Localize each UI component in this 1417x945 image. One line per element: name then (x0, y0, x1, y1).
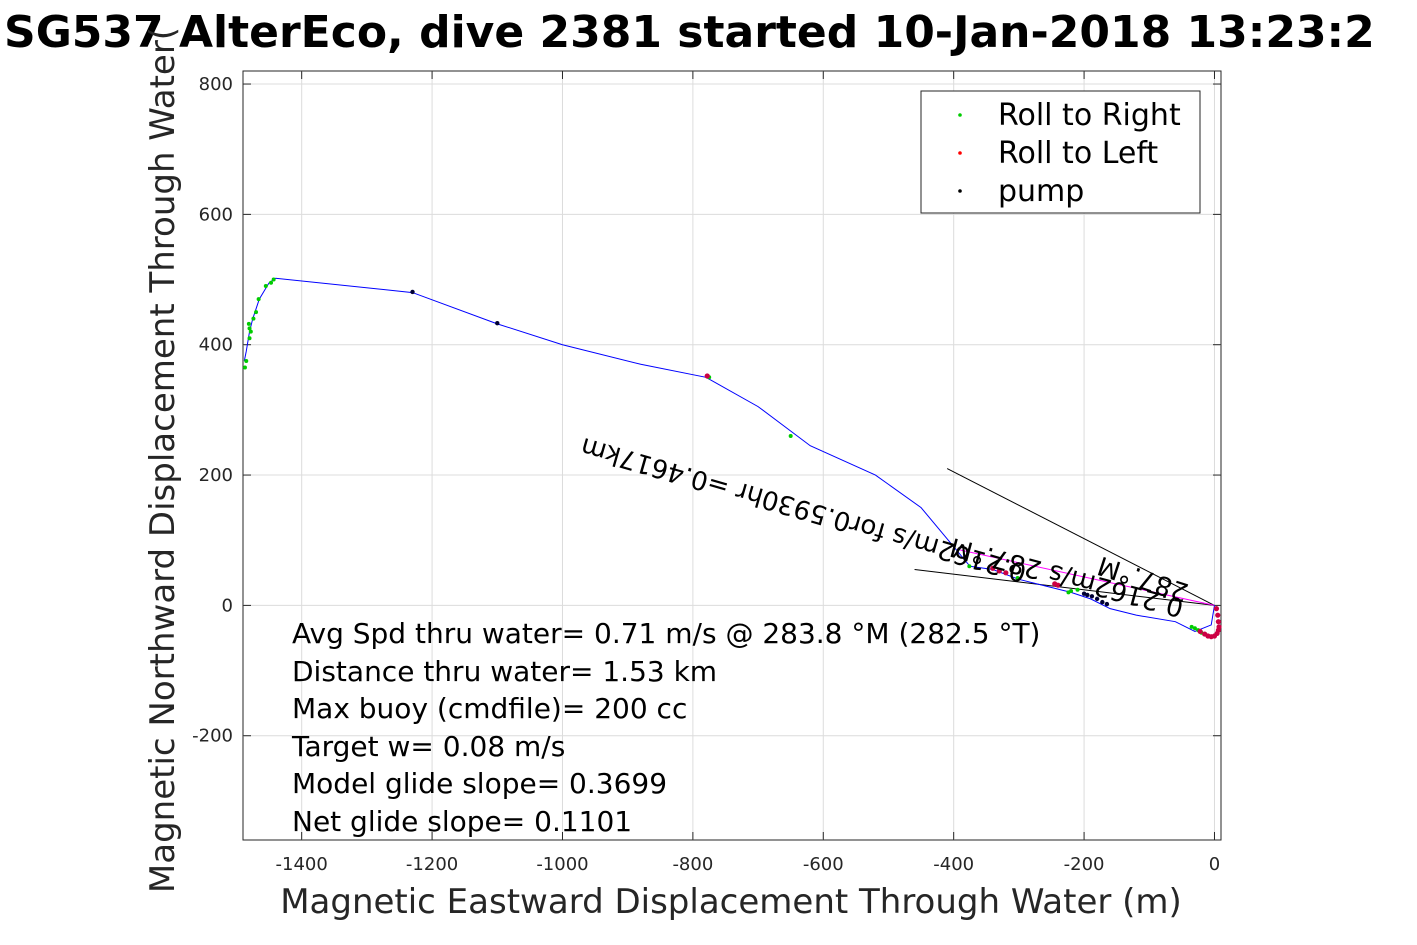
pump-point (1104, 601, 1110, 607)
roll-left-point (704, 373, 710, 379)
roll-left-point (990, 565, 996, 571)
roll-left-point (1215, 619, 1221, 625)
roll-right-point (967, 564, 972, 569)
heading-line (914, 569, 1215, 606)
roll-left-point (1202, 631, 1208, 637)
roll-left-point (1197, 628, 1203, 635)
x-tick-label: -1400 (276, 854, 328, 875)
track-series (243, 277, 1215, 633)
stats-text-block: Avg Spd thru water= 0.71 m/s @ 283.8 °M … (291, 617, 1040, 838)
x-tick-label: -600 (803, 854, 844, 875)
roll-right-point (271, 277, 276, 282)
legend-label-pump: pump (998, 174, 1084, 209)
pump-point (410, 289, 415, 295)
stat-max-buoy: Max buoy (cmdfile)= 200 cc (292, 692, 687, 725)
roll-right-point (256, 297, 261, 302)
pump-point (1100, 599, 1105, 605)
y-tick-label: 600 (199, 204, 233, 225)
roll-right-point (1192, 626, 1197, 631)
stat-net-glide: Net glide slope= 0.1101 (292, 805, 632, 838)
roll-right-point (1069, 589, 1074, 594)
legend-marker-roll-right (958, 113, 962, 117)
stat-target-w: Target w= 0.08 m/s (291, 730, 565, 763)
roll-right-point (242, 365, 247, 370)
axis-ticks: -1400 -1200 -1000 -800 -600 -400 -200 0 -200 0 200… (192, 71, 1221, 875)
chart-title: SG537 AlterEco, dive 2381 started 10-Jan… (4, 7, 1375, 58)
heading-lines (914, 468, 1215, 606)
roll-right-point (269, 280, 274, 285)
roll-right-point (251, 316, 256, 321)
x-tick-label: -200 (1064, 854, 1105, 875)
heading-line (960, 549, 1215, 606)
roll-right-point (246, 321, 251, 326)
marker-series (242, 277, 1222, 640)
legend-label-roll-right: Roll to Right (998, 98, 1181, 133)
pump-point (1089, 594, 1095, 599)
x-tick-label: -800 (672, 854, 713, 875)
y-tick-label: 400 (199, 335, 233, 356)
legend: Roll to Right Roll to Left pump (920, 90, 1201, 214)
stat-model-glide: Model glide slope= 0.3699 (292, 767, 667, 800)
x-tick-label: -400 (933, 854, 974, 875)
pump-point (495, 321, 500, 326)
roll-right-point (1189, 624, 1194, 629)
pump-point (1085, 592, 1090, 598)
track-line (243, 277, 1215, 633)
roll-right-point (1015, 576, 1020, 581)
stat-avg-speed: Avg Spd thru water= 0.71 m/s @ 283.8 °M … (292, 617, 1040, 650)
roll-right-point (248, 329, 253, 334)
x-axis-label: Magnetic Eastward Displacement Through W… (280, 882, 1182, 922)
x-tick-label: -1200 (406, 854, 458, 875)
roll-left-point (996, 568, 1002, 574)
y-tick-label: 200 (199, 465, 233, 486)
roll-left-point (1055, 582, 1061, 588)
roll-left-point (1003, 570, 1009, 576)
y-tick-label: 0 (222, 595, 233, 616)
legend-label-roll-left: Roll to Left (998, 136, 1158, 171)
roll-right-point (247, 326, 252, 331)
x-tick-label: 0 (1209, 854, 1220, 875)
roll-left-point (1213, 606, 1220, 612)
roll-right-point (244, 359, 249, 364)
heading-line (946, 468, 1215, 606)
x-tick-label: -1000 (536, 854, 588, 875)
legend-marker-pump (958, 189, 962, 193)
y-tick-label: -200 (192, 726, 233, 747)
roll-left-point (1215, 612, 1221, 618)
roll-right-point (788, 433, 793, 438)
roll-right-point (254, 310, 259, 315)
roll-right-point (263, 284, 268, 289)
stat-distance: Distance thru water= 1.53 km (292, 655, 717, 688)
roll-right-point (1075, 587, 1080, 592)
roll-right-point (247, 336, 252, 341)
y-axis-label: Magnetic Northward Displacement Through … (143, 27, 183, 893)
legend-marker-roll-left (958, 151, 962, 155)
y-tick-label: 800 (199, 74, 233, 95)
pump-point (1094, 596, 1100, 602)
